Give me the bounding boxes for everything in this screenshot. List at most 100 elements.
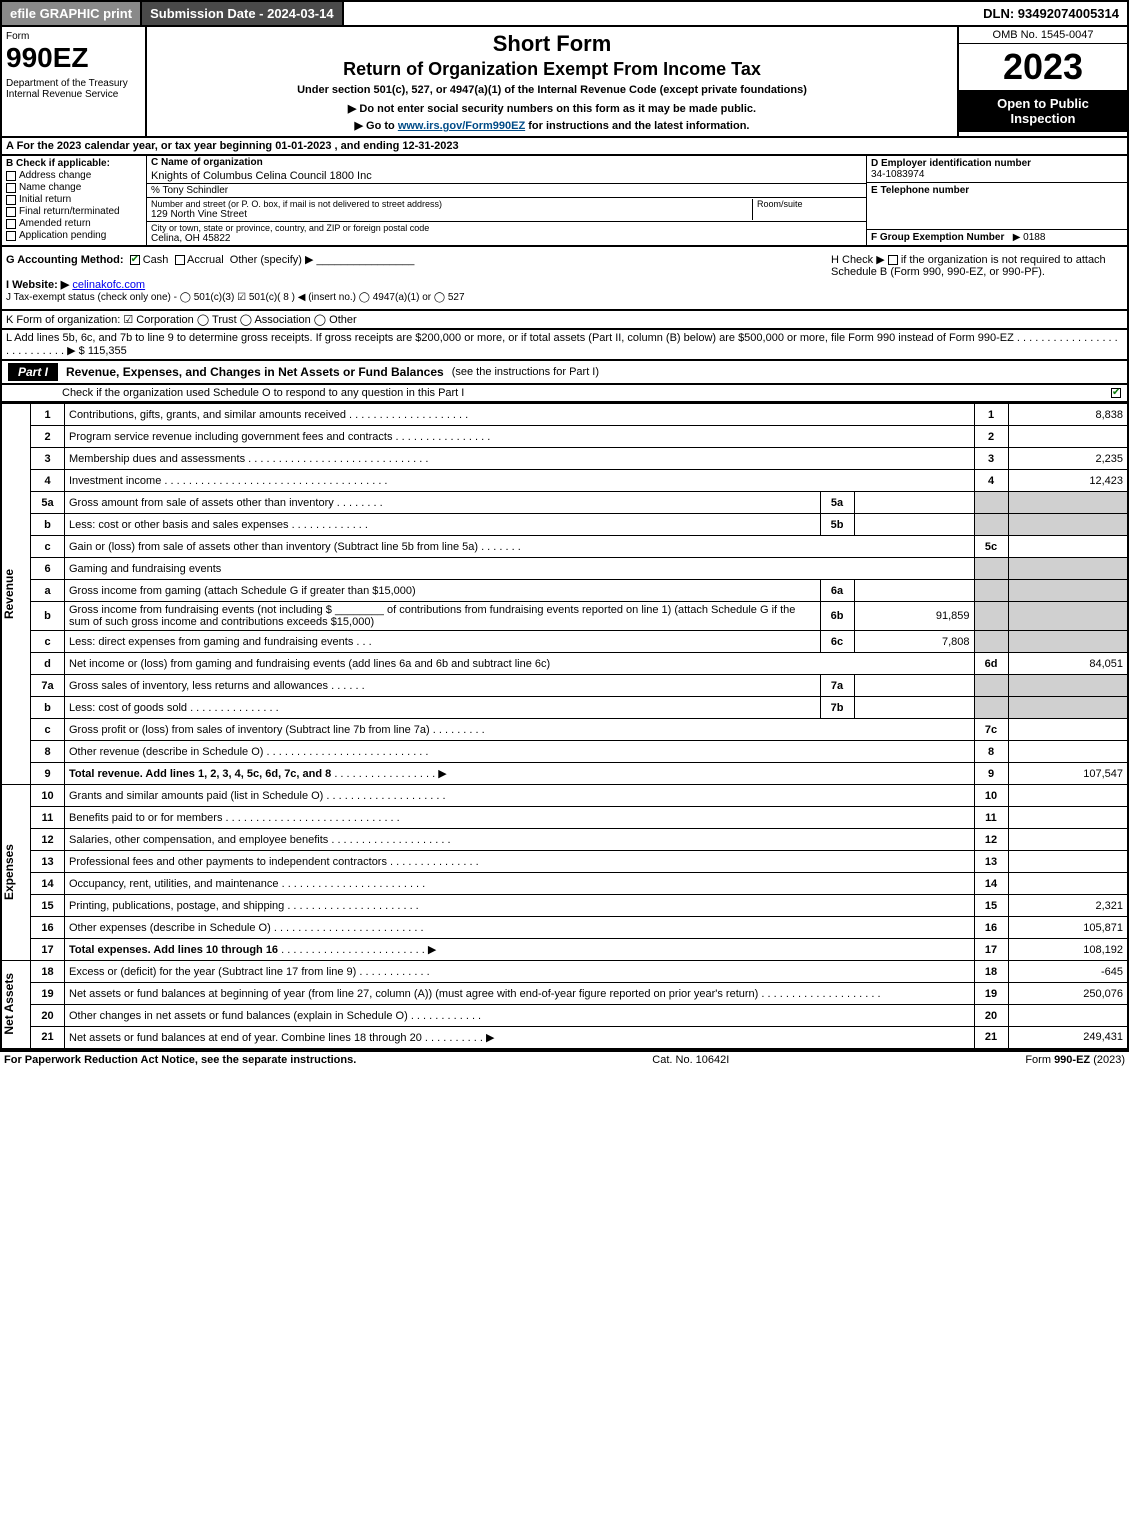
line-8: 8Other revenue (describe in Schedule O) … [1, 741, 1128, 763]
sub3-post: for instructions and the latest informat… [525, 120, 749, 132]
part-i-title: Revenue, Expenses, and Changes in Net As… [66, 365, 444, 379]
cb-final-return[interactable]: Final return/terminated [6, 206, 142, 217]
ein-value: 34-1083974 [871, 169, 924, 180]
line-10: Expenses 10Grants and similar amounts pa… [1, 785, 1128, 807]
footer-right: Form 990-EZ (2023) [1025, 1054, 1125, 1066]
b-label: B Check if applicable: [6, 158, 142, 169]
label-revenue: Revenue [2, 569, 16, 619]
line-20: 20Other changes in net assets or fund ba… [1, 1005, 1128, 1027]
line-6a: aGross income from gaming (attach Schedu… [1, 580, 1128, 602]
care-of: % Tony Schindler [147, 183, 866, 197]
line-13: 13Professional fees and other payments t… [1, 851, 1128, 873]
line-11: 11Benefits paid to or for members . . . … [1, 807, 1128, 829]
box-bcdef: B Check if applicable: Address change Na… [0, 156, 1129, 247]
department: Department of the Treasury Internal Reve… [6, 78, 141, 100]
org-name: Knights of Columbus Celina Council 1800 … [147, 169, 866, 183]
subtitle-link: ▶ Go to www.irs.gov/Form990EZ for instru… [151, 119, 953, 132]
label-netassets: Net Assets [2, 973, 16, 1035]
irs-link[interactable]: www.irs.gov/Form990EZ [398, 120, 525, 132]
line-5c: cGain or (loss) from sale of assets othe… [1, 536, 1128, 558]
line-2: 2Program service revenue including gover… [1, 426, 1128, 448]
g-accounting: G Accounting Method: Cash Accrual Other … [2, 247, 827, 309]
submission-date: Submission Date - 2024-03-14 [142, 2, 344, 25]
website-link[interactable]: celinakofc.com [72, 279, 145, 291]
line-14: 14Occupancy, rent, utilities, and mainte… [1, 873, 1128, 895]
city: Celina, OH 45822 [151, 233, 862, 244]
line-19: 19Net assets or fund balances at beginni… [1, 983, 1128, 1005]
h-schedule-b: H Check ▶ if the organization is not req… [827, 247, 1127, 309]
cb-amended-return[interactable]: Amended return [6, 218, 142, 229]
line-16: 16Other expenses (describe in Schedule O… [1, 917, 1128, 939]
open-to-public: Open to Public Inspection [959, 90, 1127, 132]
part-i-note: (see the instructions for Part I) [452, 366, 599, 378]
room-label: Room/suite [757, 199, 862, 209]
title-short-form: Short Form [151, 31, 953, 57]
line-1: Revenue 1Contributions, gifts, grants, a… [1, 404, 1128, 426]
cb-schedule-b[interactable] [888, 255, 898, 265]
j-tax-exempt: J Tax-exempt status (check only one) - ◯… [6, 292, 465, 303]
line-6c: cLess: direct expenses from gaming and f… [1, 631, 1128, 653]
city-row: City or town, state or province, country… [147, 221, 866, 245]
l-value: ▶ $ 115,355 [67, 345, 127, 357]
line-6b: bGross income from fundraising events (n… [1, 602, 1128, 631]
footer-mid: Cat. No. 10642I [652, 1054, 729, 1066]
part-i-check-note: Check if the organization used Schedule … [62, 387, 464, 399]
tax-year: 2023 [959, 44, 1127, 90]
group-exemption-value: ▶ 0188 [1013, 232, 1046, 243]
cb-initial-return[interactable]: Initial return [6, 194, 142, 205]
title-return: Return of Organization Exempt From Incom… [151, 59, 953, 80]
dln: DLN: 93492074005314 [975, 2, 1127, 25]
line-17: 17Total expenses. Add lines 10 through 1… [1, 939, 1128, 961]
line-21: 21Net assets or fund balances at end of … [1, 1027, 1128, 1049]
line-7b: bLess: cost of goods sold . . . . . . . … [1, 697, 1128, 719]
col-b: B Check if applicable: Address change Na… [2, 156, 147, 245]
header-left: Form 990EZ Department of the Treasury In… [2, 27, 147, 136]
line-15: 15Printing, publications, postage, and s… [1, 895, 1128, 917]
footer-left: For Paperwork Reduction Act Notice, see … [4, 1054, 356, 1066]
form-header: Form 990EZ Department of the Treasury In… [0, 27, 1129, 138]
i-label: I Website: ▶ [6, 279, 69, 291]
row-a-tax-year: A For the 2023 calendar year, or tax yea… [0, 138, 1129, 156]
efile-print-button[interactable]: efile GRAPHIC print [2, 2, 142, 25]
line-5b: bLess: cost or other basis and sales exp… [1, 514, 1128, 536]
col-def: D Employer identification number 34-1083… [867, 156, 1127, 245]
line-5a: 5aGross amount from sale of assets other… [1, 492, 1128, 514]
cb-accrual[interactable] [175, 255, 185, 265]
f-group-exemption: F Group Exemption Number ▶ 0188 [867, 230, 1127, 245]
street-row: Number and street (or P. O. box, if mail… [147, 197, 866, 221]
topbar-spacer [344, 2, 976, 25]
e-phone: E Telephone number [867, 183, 1127, 230]
part-i-header: Part I Revenue, Expenses, and Changes in… [0, 361, 1129, 385]
form-number: 990EZ [6, 42, 141, 74]
line-6d: dNet income or (loss) from gaming and fu… [1, 653, 1128, 675]
omb-number: OMB No. 1545-0047 [959, 27, 1127, 44]
city-label: City or town, state or province, country… [151, 223, 862, 233]
cb-address-change[interactable]: Address change [6, 170, 142, 181]
row-gh: G Accounting Method: Cash Accrual Other … [0, 247, 1129, 311]
sub3-pre: ▶ Go to [355, 120, 398, 132]
line-18: Net Assets 18Excess or (deficit) for the… [1, 961, 1128, 983]
lines-table: Revenue 1Contributions, gifts, grants, a… [0, 403, 1129, 1050]
page-footer: For Paperwork Reduction Act Notice, see … [0, 1050, 1129, 1068]
cb-cash[interactable] [130, 255, 140, 265]
col-c: C Name of organization Knights of Columb… [147, 156, 867, 245]
line-4: 4Investment income . . . . . . . . . . .… [1, 470, 1128, 492]
form-word: Form [6, 31, 141, 42]
cb-name-change[interactable]: Name change [6, 182, 142, 193]
line-12: 12Salaries, other compensation, and empl… [1, 829, 1128, 851]
header-mid: Short Form Return of Organization Exempt… [147, 27, 957, 136]
header-right: OMB No. 1545-0047 2023 Open to Public In… [957, 27, 1127, 136]
cb-schedule-o[interactable] [1111, 388, 1121, 398]
part-i-check-row: Check if the organization used Schedule … [0, 385, 1129, 403]
d-ein: D Employer identification number 34-1083… [867, 156, 1127, 183]
part-i-tag: Part I [8, 363, 58, 381]
street: 129 North Vine Street [151, 209, 752, 220]
line-6: 6Gaming and fundraising events [1, 558, 1128, 580]
subtitle-section: Under section 501(c), 527, or 4947(a)(1)… [151, 84, 953, 96]
subtitle-ssn-warning: ▶ Do not enter social security numbers o… [151, 102, 953, 115]
cb-application-pending[interactable]: Application pending [6, 230, 142, 241]
line-7a: 7aGross sales of inventory, less returns… [1, 675, 1128, 697]
c-label: C Name of organization [147, 156, 866, 169]
row-k: K Form of organization: ☑ Corporation ◯ … [0, 311, 1129, 330]
label-expenses: Expenses [2, 844, 16, 900]
